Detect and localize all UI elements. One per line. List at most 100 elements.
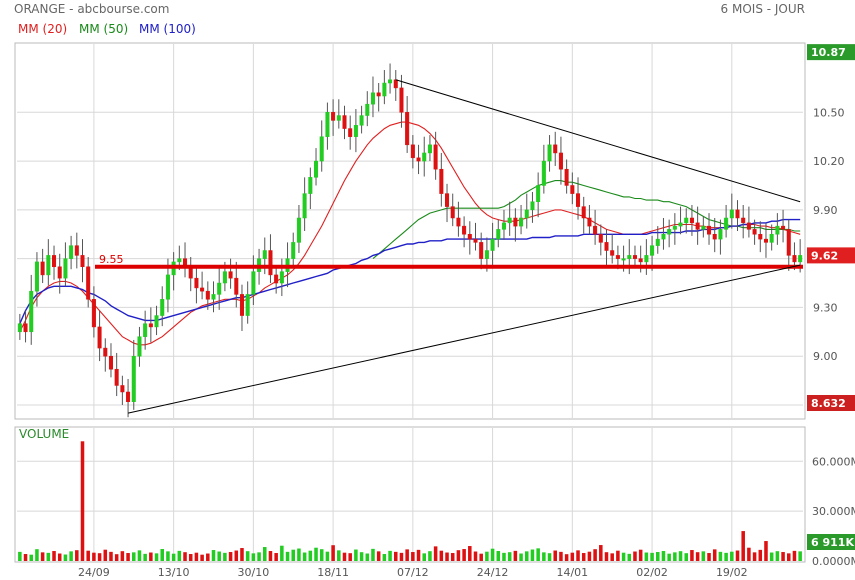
volume-panel: VOLUME 0.0000M 30.000M 60.000M [14, 426, 855, 568]
volume-bar [69, 551, 73, 561]
volume-bar [75, 550, 79, 561]
volume-bar [655, 552, 660, 561]
candle-body [29, 290, 34, 333]
candle-body [707, 225, 712, 235]
candle-body [114, 368, 119, 386]
volume-bar [678, 551, 683, 561]
candle-body [376, 92, 381, 97]
volume-bar [245, 551, 250, 561]
volume-bar [103, 549, 108, 561]
candle-body [40, 261, 45, 276]
volume-bar [240, 548, 244, 561]
candle-body [621, 258, 626, 261]
x-tick-label: 24/12 [477, 566, 509, 579]
volume-bar [604, 552, 609, 561]
volume-bar [86, 550, 90, 561]
volume-bar [593, 549, 597, 561]
candle-body [91, 299, 96, 328]
volume-bar [280, 545, 284, 561]
volume-bar [359, 552, 364, 561]
volume-bar [126, 553, 130, 561]
volume-bar [644, 552, 649, 561]
volume-bar [291, 549, 296, 561]
volume-bar [46, 552, 51, 561]
candle-body [615, 255, 620, 259]
volume-bar [297, 548, 301, 561]
volume-bar [513, 550, 518, 561]
volume-bar [433, 546, 438, 561]
candle-body [456, 217, 461, 227]
volume-bar [712, 549, 717, 561]
x-tick-label: 13/10 [158, 566, 190, 579]
candle-body [501, 222, 506, 230]
volume-bar [194, 552, 199, 561]
candle-body [627, 255, 632, 259]
candle-body [336, 115, 341, 121]
volume-bar [348, 553, 352, 561]
candle-body [103, 347, 108, 357]
candle-body [108, 355, 113, 370]
volume-bar [559, 551, 563, 561]
candle-body [547, 144, 552, 162]
candle-body [274, 274, 279, 284]
volume-bar [542, 552, 546, 561]
period-label: 6 MOIS - JOUR [721, 2, 805, 16]
volume-bar [120, 551, 125, 561]
candle-body [57, 266, 62, 279]
volume-grid [17, 428, 803, 561]
volume-bar [650, 552, 654, 561]
x-tick-label: 14/01 [556, 566, 588, 579]
candle-body [604, 242, 609, 251]
candle-body [222, 271, 227, 284]
low-price-badge-bg [807, 395, 855, 411]
candle-body [160, 299, 165, 316]
volume-bar [325, 551, 330, 561]
volume-bar [724, 552, 728, 561]
x-tick-label: 18/11 [317, 566, 349, 579]
volume-bar [354, 549, 358, 561]
candle-body [17, 323, 22, 333]
volume-bar [365, 553, 370, 561]
candles [17, 63, 803, 418]
volume-bar [314, 547, 318, 561]
volume-bar [633, 551, 637, 561]
volume-bar [718, 551, 723, 561]
volume-bar [405, 549, 409, 561]
candle-body [536, 185, 541, 202]
candle-body [758, 234, 763, 240]
candle-body [325, 112, 330, 137]
volume-bar [695, 552, 700, 561]
ma20-line [19, 121, 801, 346]
volume-bar [519, 553, 523, 561]
candle-body [365, 103, 370, 116]
volume-bar [411, 552, 415, 561]
candle-body [205, 290, 210, 300]
candle-body [74, 245, 79, 256]
volume-bar [200, 554, 204, 561]
trend-line [127, 264, 801, 414]
volume-bar [257, 552, 261, 561]
candle-body [672, 225, 677, 230]
price-tick-label: 10.50 [813, 106, 845, 119]
candle-body [86, 266, 91, 300]
candle-body [632, 255, 637, 259]
volume-bar [684, 553, 689, 561]
candle-body [251, 271, 256, 295]
candle-body [234, 277, 239, 295]
candle-body [319, 136, 324, 162]
volume-bar [23, 554, 28, 561]
volume-bar [97, 553, 102, 561]
candle-body [479, 242, 484, 259]
candle-body [701, 225, 706, 230]
volume-bar [399, 552, 404, 561]
candle-body [445, 193, 450, 207]
candle-body [484, 250, 489, 259]
volume-badge: 6 911K [811, 536, 854, 549]
volume-bar [337, 550, 341, 561]
volume-bar [798, 551, 802, 561]
volume-bar [690, 550, 694, 561]
candle-body [695, 222, 700, 230]
volume-bar [154, 553, 159, 561]
candle-body [228, 271, 233, 279]
